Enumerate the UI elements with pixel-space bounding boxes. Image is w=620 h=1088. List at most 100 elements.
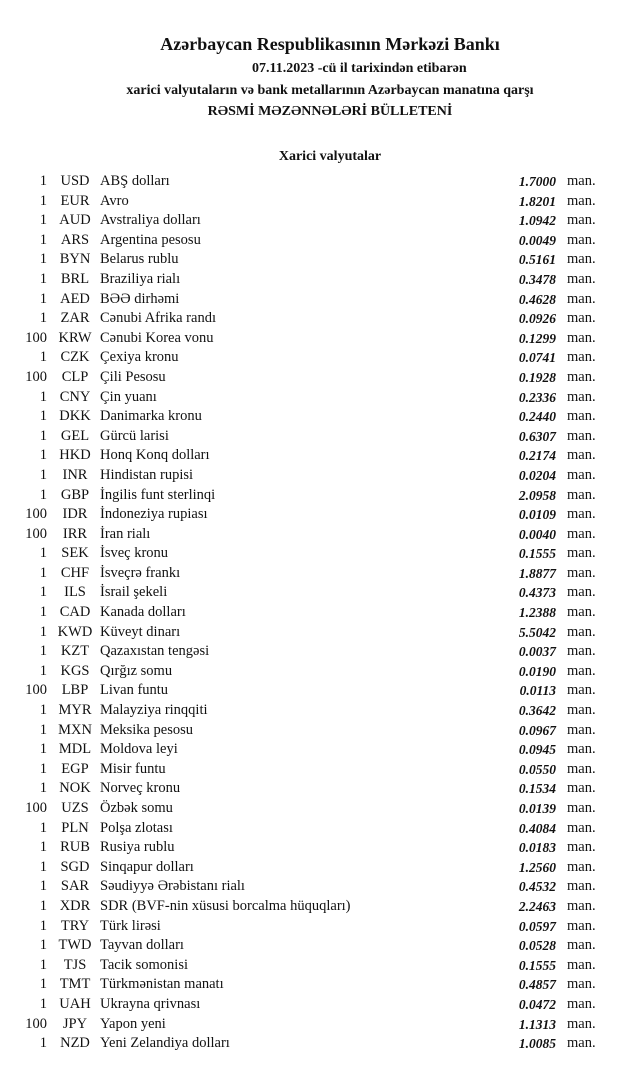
rate-value: 0.0139 <box>518 801 556 816</box>
quantity: 1 <box>39 702 47 719</box>
quantity: 1 <box>39 270 47 287</box>
currency-name: Rusiya rublu <box>100 839 175 856</box>
rate-value: 0.4373 <box>518 585 556 601</box>
rate-row: 1 AUD Avstraliya dolları 1.0942 man. <box>0 211 620 231</box>
currency-name: Səudiyyə Ərəbistanı rialı <box>100 878 245 895</box>
rate-row: 1 NZD Yeni Zelandiya dolları 1.0085 man. <box>0 1034 620 1054</box>
currency-code: ZAR <box>60 310 90 327</box>
currency-name: Tayvan dolları <box>100 937 184 954</box>
rate-row: 1 GEL Gürcü larisi 0.6307 man. <box>0 427 620 447</box>
unit: man. <box>567 506 596 523</box>
unit: man. <box>567 212 596 229</box>
quantity: 1 <box>39 956 47 973</box>
currency-code: DKK <box>59 408 91 425</box>
rate-value: 2.2463 <box>518 898 556 914</box>
currency-code: CAD <box>59 604 91 621</box>
rate-row: 100 JPY Yapon yeni 1.1313 man. <box>0 1015 620 1035</box>
unit: man. <box>567 604 596 621</box>
unit: man. <box>567 173 596 189</box>
currency-name: İsrail şekeli <box>100 584 168 601</box>
rate-value: 1.0942 <box>518 213 556 229</box>
quantity: 1 <box>39 427 47 444</box>
rate-row: 1 KGS Qırğız somu 0.0190 man. <box>0 662 620 682</box>
quantity: 1 <box>39 721 47 738</box>
unit: man. <box>567 800 596 816</box>
unit: man. <box>567 486 596 503</box>
currency-name: İsveç kronu <box>100 545 169 562</box>
quantity: 1 <box>39 447 47 464</box>
unit: man. <box>567 564 596 581</box>
bulletin-title: RƏSMİ MƏZƏNNƏLƏRİ BÜLLETENİ <box>207 104 453 119</box>
currency-code: KZT <box>60 643 90 660</box>
currency-name: Çin yuanı <box>100 388 157 405</box>
rate-row: 1 ILS İsrail şekeli 0.4373 man. <box>0 583 620 603</box>
unit: man. <box>567 1015 596 1032</box>
rate-row: 1 XDR SDR (BVF-nin xüsusi borcalma hüquqla… <box>0 897 620 917</box>
rate-row: 1 TJS Tacik somonisi 0.1555 man. <box>0 956 620 976</box>
quantity: 1 <box>39 604 47 621</box>
quantity: 100 <box>25 368 47 385</box>
currency-name: Özbək somu <box>100 800 173 816</box>
quantity: 1 <box>39 741 47 758</box>
currency-name: Çexiya kronu <box>100 349 179 366</box>
rate-row: 1 CZK Çexiya kronu 0.0741 man. <box>0 348 620 368</box>
rate-value: 0.0040 <box>518 526 556 542</box>
unit: man. <box>567 995 596 1012</box>
rate-row: 1 INR Hindistan rupisi 0.0204 man. <box>0 466 620 486</box>
rate-row: 1 UAH Ukrayna qrivnası 0.0472 man. <box>0 995 620 1015</box>
currency-code: UZS <box>61 800 89 816</box>
unit: man. <box>567 839 596 856</box>
rate-row: 1 PLN Polşa zlotası 0.4084 man. <box>0 819 620 839</box>
currency-code: NZD <box>60 1035 90 1052</box>
unit: man. <box>567 643 596 660</box>
unit: man. <box>567 858 596 875</box>
currency-name: Avro <box>100 192 129 209</box>
unit: man. <box>567 231 596 248</box>
currency-name: Yeni Zelandiya dolları <box>100 1035 230 1052</box>
quantity: 1 <box>39 564 47 581</box>
unit: man. <box>567 545 596 562</box>
rate-row: 1 EUR Avro 1.8201 man. <box>0 192 620 212</box>
rate-row: 100 LBP Livan funtu 0.0113 man. <box>0 681 620 701</box>
quantity: 1 <box>39 584 47 601</box>
rate-value: 1.8877 <box>518 565 556 581</box>
rate-value: 0.0472 <box>518 996 556 1012</box>
currency-code: SGD <box>60 858 90 875</box>
currency-name: ABŞ dolları <box>100 173 170 189</box>
unit: man. <box>567 976 596 993</box>
rate-row: 1 HKD Honq Konq dolları 0.2174 man. <box>0 446 620 466</box>
quantity: 1 <box>39 623 47 640</box>
currency-code: SEK <box>61 545 89 562</box>
currency-name: Hindistan rupisi <box>100 466 194 483</box>
rate-value: 0.0113 <box>519 683 556 699</box>
currency-code: AUD <box>59 212 91 229</box>
quantity: 100 <box>25 329 47 346</box>
rate-value: 0.6307 <box>518 428 556 444</box>
unit: man. <box>567 329 596 346</box>
currency-code: INR <box>62 466 88 483</box>
rate-value: 0.0190 <box>518 663 556 679</box>
currency-name: Kanada dolları <box>100 604 186 621</box>
quantity: 1 <box>39 290 47 307</box>
rate-value: 0.0183 <box>518 840 556 856</box>
currency-code: BYN <box>59 251 91 268</box>
unit: man. <box>567 917 596 934</box>
currency-name: Tacik somonisi <box>100 956 188 973</box>
rate-value: 0.0926 <box>518 311 556 327</box>
rate-row: 1 TMT Türkmənistan manatı 0.4857 man. <box>0 975 620 995</box>
unit: man. <box>567 956 596 973</box>
currency-code: KGS <box>60 662 90 679</box>
unit: man. <box>567 466 596 483</box>
currency-code: PLN <box>61 819 89 836</box>
unit: man. <box>567 682 596 699</box>
quantity: 1 <box>39 173 47 189</box>
quantity: 1 <box>39 251 47 268</box>
currency-name: Cənubi Afrika randı <box>100 310 216 327</box>
currency-name: Qırğız somu <box>100 662 173 679</box>
rate-value: 0.0528 <box>518 938 556 954</box>
currency-name: Meksika pesosu <box>100 721 194 738</box>
quantity: 1 <box>39 349 47 366</box>
currency-code: MYR <box>58 702 92 719</box>
quantity: 100 <box>25 682 47 699</box>
currency-code: TRY <box>60 917 90 934</box>
